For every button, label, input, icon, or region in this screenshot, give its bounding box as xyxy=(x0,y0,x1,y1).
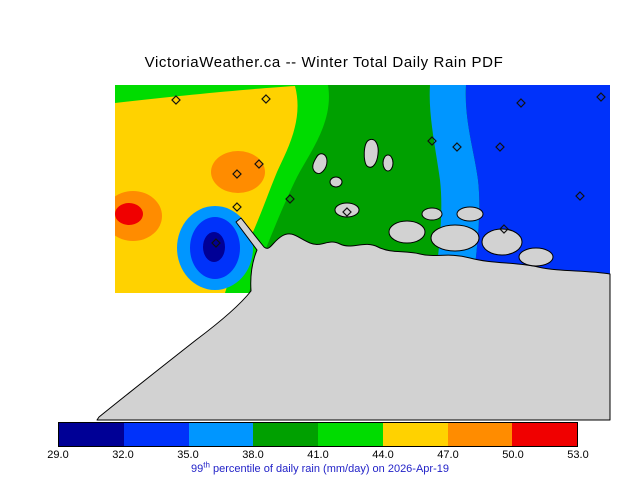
contour-navy-minimum xyxy=(203,232,225,262)
island-sanjuan-west xyxy=(388,220,426,244)
station-marker xyxy=(232,202,242,212)
island-sanjuan-se xyxy=(518,247,554,267)
station-marker xyxy=(254,159,264,169)
station-marker xyxy=(427,136,437,146)
colorbar xyxy=(58,422,578,447)
caption-percentile-number: 99 xyxy=(191,463,204,475)
contour-yellow-region xyxy=(115,86,298,293)
island-sanjuan-central xyxy=(430,224,480,252)
land-olympic-peninsula xyxy=(96,217,611,421)
station-marker xyxy=(516,98,526,108)
station-markers xyxy=(171,92,606,248)
caption-ordinal: th xyxy=(203,460,210,470)
figure-caption: 99th percentile of daily rain (mm/day) o… xyxy=(0,460,640,475)
station-marker xyxy=(342,207,352,217)
colorbar-segment xyxy=(447,423,513,446)
caption-text: percentile of daily rain (mm/day) on 202… xyxy=(209,463,449,475)
island-sanjuan-east xyxy=(481,228,523,256)
station-marker xyxy=(499,224,509,234)
colorbar-tick-label: 53.0 xyxy=(567,449,589,461)
colorbar-segment xyxy=(253,423,318,446)
station-marker xyxy=(171,95,181,105)
colorbar-segment xyxy=(123,423,189,446)
colorbar-tick-label: 32.0 xyxy=(112,449,134,461)
colorbar-segment xyxy=(318,423,383,446)
contour-orange-cell-north xyxy=(211,151,265,193)
island-discovery xyxy=(334,202,360,218)
colorbar-tick-label: 38.0 xyxy=(242,449,264,461)
colorbar-tick-label: 47.0 xyxy=(437,449,459,461)
station-marker xyxy=(232,169,242,179)
colorbar-tick-label: 50.0 xyxy=(502,449,524,461)
islands xyxy=(312,138,554,267)
station-marker xyxy=(452,142,462,152)
figure-title: VictoriaWeather.ca -- Winter Total Daily… xyxy=(144,54,504,71)
station-marker xyxy=(211,238,221,248)
island-victoria-harbour xyxy=(312,153,328,175)
colorbar-tick-label: 44.0 xyxy=(372,449,394,461)
island-small xyxy=(329,176,343,188)
colorbar-segment xyxy=(59,423,124,446)
contour-red-maximum xyxy=(115,203,143,225)
colorbar-tick-label: 35.0 xyxy=(177,449,199,461)
colorbar-segment xyxy=(382,423,448,446)
colorbar-tick-label: 29.0 xyxy=(47,449,69,461)
station-marker xyxy=(285,194,295,204)
station-marker xyxy=(575,191,585,201)
island-gulf-elongated xyxy=(363,138,379,168)
station-marker xyxy=(261,94,271,104)
colorbar-segment xyxy=(512,423,577,446)
colorbar-segment xyxy=(188,423,254,446)
station-marker xyxy=(596,92,606,102)
station-marker xyxy=(495,142,505,152)
colorbar-ticks: 29.0 32.0 35.0 38.0 41.0 44.0 47.0 50.0 53.0 xyxy=(47,449,588,462)
island-sanjuan-nw xyxy=(421,207,443,221)
island-sanjuan-north xyxy=(456,206,484,222)
colorbar-tick-label: 41.0 xyxy=(307,449,329,461)
island-gulf-small xyxy=(382,154,394,172)
